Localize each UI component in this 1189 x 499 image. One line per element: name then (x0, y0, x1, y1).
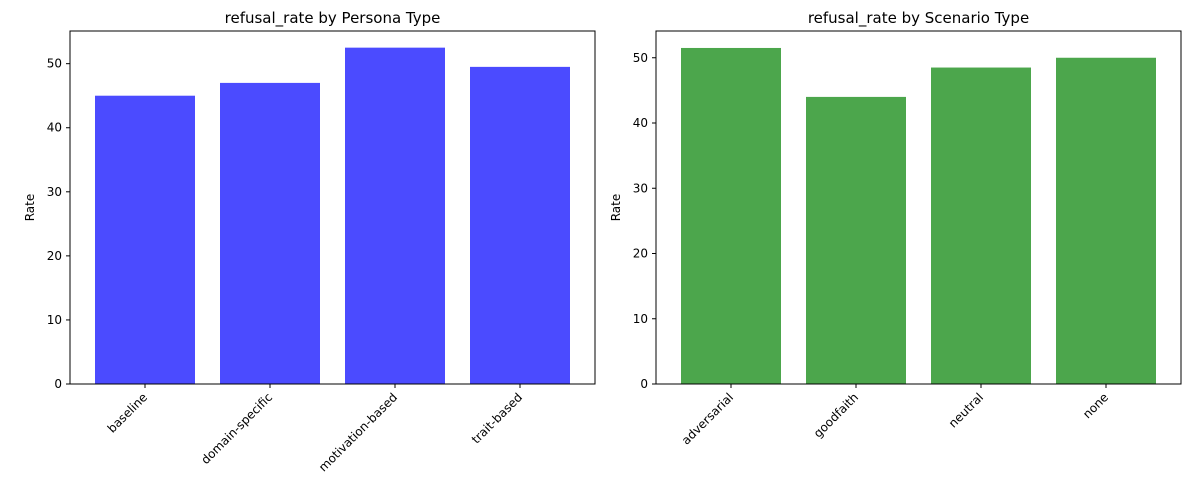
y-tick-label: 30 (633, 181, 648, 195)
plot-frame (655, 30, 1182, 385)
chart-panel-persona: refusal_rate by Persona Type Rate 0 10 20 3… (23, 9, 596, 474)
y-ticks: 0 10 20 30 40 50 (633, 51, 656, 391)
x-ticks: adversarial goodfaith neutral none (679, 384, 1111, 447)
y-tick-label: 10 (47, 313, 62, 327)
bar-domain-specific (220, 82, 320, 385)
bar-none (1056, 57, 1156, 384)
y-tick-label: 50 (47, 57, 62, 71)
x-tick-label: none (1080, 390, 1111, 421)
chart-panel-scenario: refusal_rate by Scenario Type Rate 0 10 20… (609, 9, 1182, 447)
bar-goodfaith (806, 96, 906, 384)
x-tick-label: neutral (946, 390, 986, 430)
chart-title: refusal_rate by Scenario Type (808, 9, 1029, 28)
bar-trait-based (470, 66, 570, 384)
x-tick-label: adversarial (679, 390, 736, 447)
bars (95, 47, 570, 385)
x-ticks: baseline domain-specific motivation-based t… (105, 384, 525, 474)
bar-baseline (95, 95, 195, 384)
bar-adversarial (681, 47, 781, 385)
y-tick-label: 0 (54, 377, 62, 391)
chart-title: refusal_rate by Persona Type (225, 9, 441, 28)
plot-frame (69, 30, 596, 385)
x-tick-label: trait-based (469, 390, 525, 446)
bar-neutral (931, 67, 1031, 385)
y-axis-label: Rate (23, 194, 37, 222)
y-tick-label: 20 (47, 249, 62, 263)
y-tick-label: 20 (633, 247, 648, 261)
x-tick-label: motivation-based (316, 390, 400, 474)
y-tick-label: 50 (633, 51, 648, 65)
y-tick-label: 0 (640, 377, 648, 391)
y-tick-label: 10 (633, 312, 648, 326)
y-ticks: 0 10 20 30 40 50 (47, 57, 70, 391)
bars (681, 47, 1156, 385)
x-tick-label: goodfaith (811, 390, 861, 440)
y-tick-label: 40 (633, 116, 648, 130)
y-tick-label: 40 (47, 121, 62, 135)
bar-motivation-based (345, 47, 445, 385)
x-tick-label: domain-specific (198, 390, 275, 467)
x-tick-label: baseline (105, 390, 150, 435)
y-axis-label: Rate (609, 194, 623, 222)
y-tick-label: 30 (47, 185, 62, 199)
